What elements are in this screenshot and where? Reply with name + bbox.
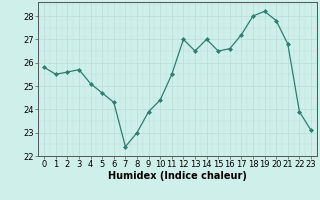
X-axis label: Humidex (Indice chaleur): Humidex (Indice chaleur) xyxy=(108,171,247,181)
